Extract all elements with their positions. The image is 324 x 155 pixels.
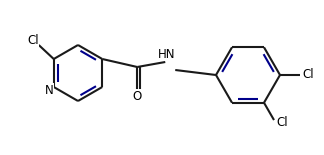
Text: Cl: Cl — [27, 35, 39, 47]
Text: O: O — [133, 89, 142, 102]
Text: Cl: Cl — [276, 115, 288, 128]
Text: Cl: Cl — [302, 69, 314, 82]
Text: HN: HN — [157, 47, 175, 60]
Text: N: N — [44, 84, 53, 97]
